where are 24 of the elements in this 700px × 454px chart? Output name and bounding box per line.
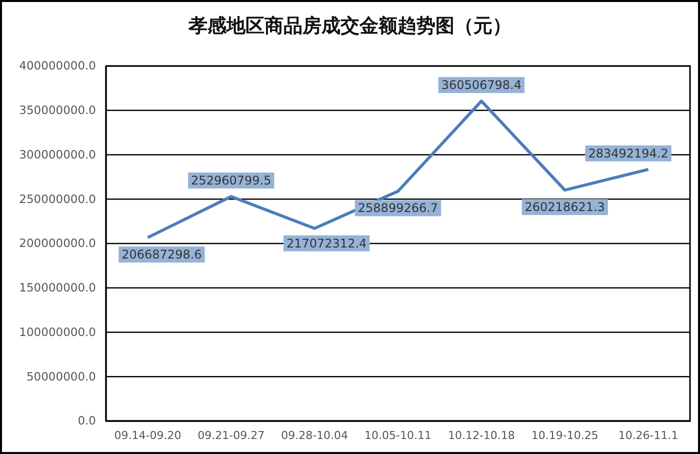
y-tick-label: 0.0 [78, 414, 96, 428]
x-tick-label: 09.28-10.04 [281, 428, 348, 442]
y-tick-label: 300000000.0 [19, 147, 96, 162]
y-tick-label: 400000000.0 [19, 58, 96, 73]
x-tick-label: 10.12-10.18 [448, 428, 515, 442]
data-label: 217072312.4 [286, 236, 367, 250]
x-tick-label: 10.19-10.25 [531, 428, 598, 442]
data-label: 258899266.7 [358, 201, 438, 216]
data-label: 283492194.2 [588, 146, 668, 160]
x-tick-label: 09.21-09.27 [198, 428, 265, 442]
x-tick-label: 09.14-09.20 [114, 428, 182, 442]
y-tick-label: 350000000.0 [19, 103, 96, 118]
data-label: 252960799.5 [191, 173, 272, 188]
data-label: 360506798.4 [441, 78, 522, 92]
y-tick-label: 150000000.0 [19, 280, 96, 295]
x-tick-label: 10.26-11.1 [618, 428, 678, 442]
chart-title: 孝感地区商品房成交金额趋势图（元） [188, 15, 512, 37]
y-tick-label: 100000000.0 [19, 324, 96, 339]
data-label: 260218621.3 [524, 200, 605, 214]
x-tick-label: 10.05-10.11 [364, 428, 432, 442]
y-tick-label: 50000000.0 [26, 369, 96, 384]
y-tick-label: 250000000.0 [19, 192, 96, 206]
data-label: 206687298.6 [122, 248, 202, 262]
y-tick-label: 200000000.0 [19, 236, 96, 250]
